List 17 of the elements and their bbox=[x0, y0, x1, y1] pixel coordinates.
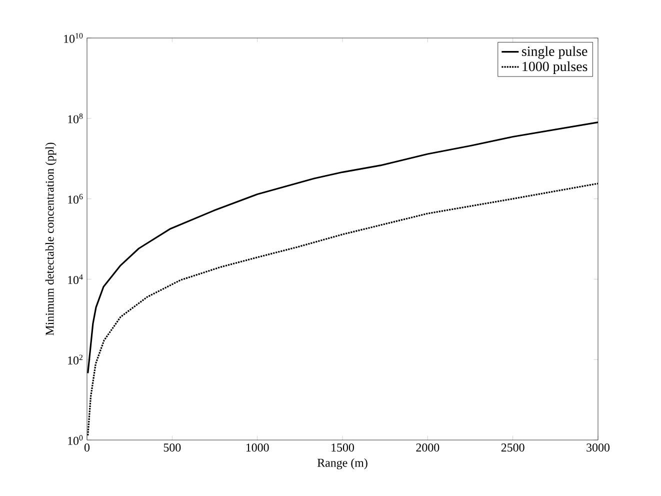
legend-label: 1000 pulses bbox=[522, 61, 588, 74]
x-tick-label: 2000 bbox=[416, 444, 440, 452]
x-tick-label: 500 bbox=[164, 444, 181, 452]
y-axis-title: Minimum detectable concentration (ppl) bbox=[45, 142, 56, 336]
y-tick-label: 10$^{0}$ bbox=[68, 435, 83, 445]
y-tick-label: 10$^{2}$ bbox=[68, 354, 83, 364]
x-axis-title: Range (m) bbox=[317, 458, 368, 470]
y-tick-label: 10$^{4}$ bbox=[68, 274, 83, 284]
y-tick-label: 10$^{8}$ bbox=[68, 114, 83, 124]
x-tick-label: 1500 bbox=[332, 444, 354, 452]
x-tick-label: 3000 bbox=[586, 444, 610, 452]
x-tick-label: 2500 bbox=[501, 444, 524, 452]
y-tick-label: 10$^{10}$ bbox=[64, 33, 83, 43]
legend-label: single pulse bbox=[522, 46, 588, 59]
y-tick-label: 10$^{6}$ bbox=[68, 194, 83, 204]
x-tick-label: 1000 bbox=[246, 444, 269, 452]
x-tick-label: 0 bbox=[84, 444, 90, 452]
